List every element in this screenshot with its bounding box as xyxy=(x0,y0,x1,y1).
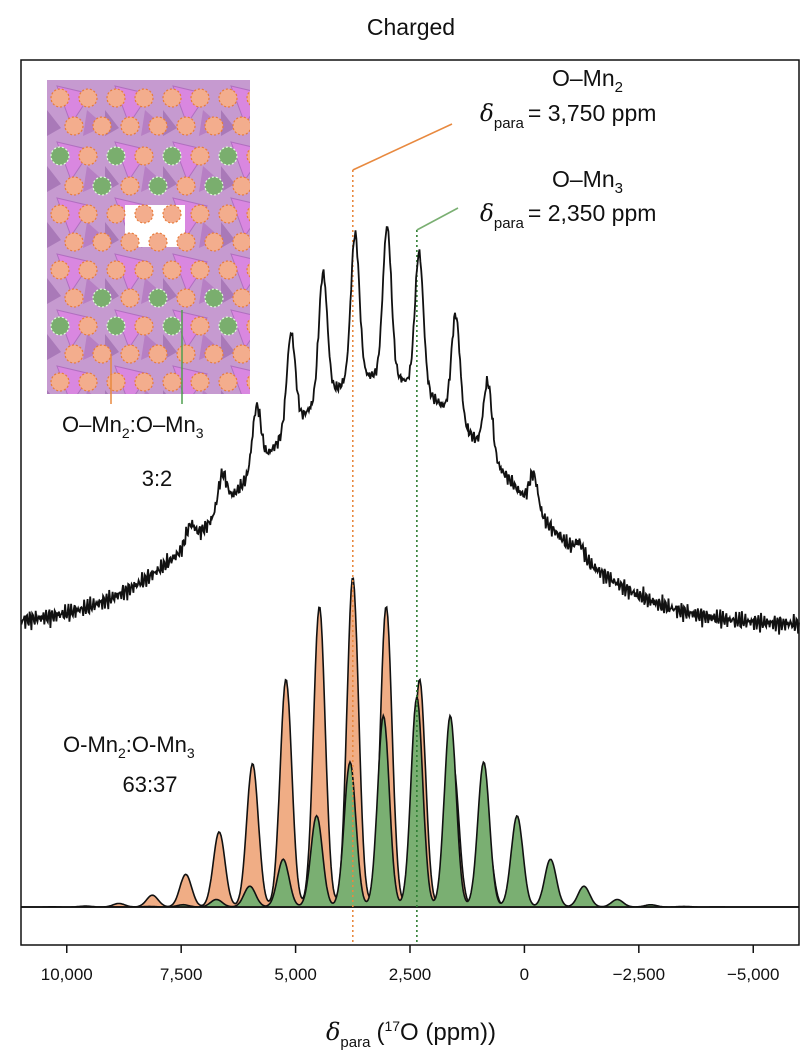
x-tick-label: −2,500 xyxy=(613,965,665,984)
annotation-omn2-delta-sub: para xyxy=(494,115,525,132)
x-tick-label: 0 xyxy=(520,965,529,984)
annotation-omn3: O–Mn3 δpara = 2,350 ppm xyxy=(480,166,656,232)
annotation-omn3-delta-sub: para xyxy=(494,215,525,232)
annotation-omn2-value: = 3,750 ppm xyxy=(528,100,657,126)
leader-2 xyxy=(352,123,453,171)
annotation-omn3-sub: 3 xyxy=(615,180,623,197)
fit-ratio-value: 63:37 xyxy=(122,772,177,797)
annotation-omn2-sub: 2 xyxy=(615,79,623,96)
series-fill-o-mn3 xyxy=(21,694,799,908)
x-tick-label: 2,500 xyxy=(389,965,432,984)
svg-text:δpara= 2,350 ppm: δpara = 2,350 ppm xyxy=(480,200,656,232)
svg-text:O–Mn2: O–Mn2 xyxy=(552,65,623,96)
shift-guides xyxy=(351,123,459,945)
annotation-omn2-label: O–Mn xyxy=(552,65,615,91)
x-axis-label: δpara (17O (ppm)) xyxy=(326,1018,496,1051)
x-tick-label: −5,000 xyxy=(727,965,779,984)
x-tick-label: 5,000 xyxy=(274,965,317,984)
leader-3 xyxy=(416,207,459,231)
simulated-spectra xyxy=(21,577,799,908)
experimental-trace xyxy=(20,226,800,635)
svg-text:O-Mn2:O-Mn3: O-Mn2:O-Mn3 xyxy=(63,732,195,761)
inset-ratio-value: 3:2 xyxy=(142,466,173,491)
chart-title: Charged xyxy=(367,14,455,40)
annotation-omn3-value: = 2,350 ppm xyxy=(528,200,657,226)
annotation-omn3-label: O–Mn xyxy=(552,166,615,192)
svg-text:O–Mn2:O–Mn3: O–Mn2:O–Mn3 xyxy=(62,412,204,441)
svg-text:δpara= 3,750 ppm: δpara = 3,750 ppm xyxy=(480,100,656,132)
annotation-omn2: O–Mn2 δpara = 3,750 ppm xyxy=(480,65,656,132)
experimental-spectrum xyxy=(20,226,800,635)
fit-ratio-label: O-Mn2:O-Mn3 63:37 xyxy=(63,732,195,797)
crystal-structure-inset xyxy=(47,80,250,404)
x-tick-label: 10,000 xyxy=(41,965,93,984)
x-axis: 10,000 7,500 5,000 2,500 0 −2,500 −5,000 xyxy=(41,945,779,984)
inset-ratio-label: O–Mn2:O–Mn3 3:2 xyxy=(62,412,204,491)
x-tick-label: 7,500 xyxy=(160,965,203,984)
svg-text:O–Mn3: O–Mn3 xyxy=(552,166,623,197)
